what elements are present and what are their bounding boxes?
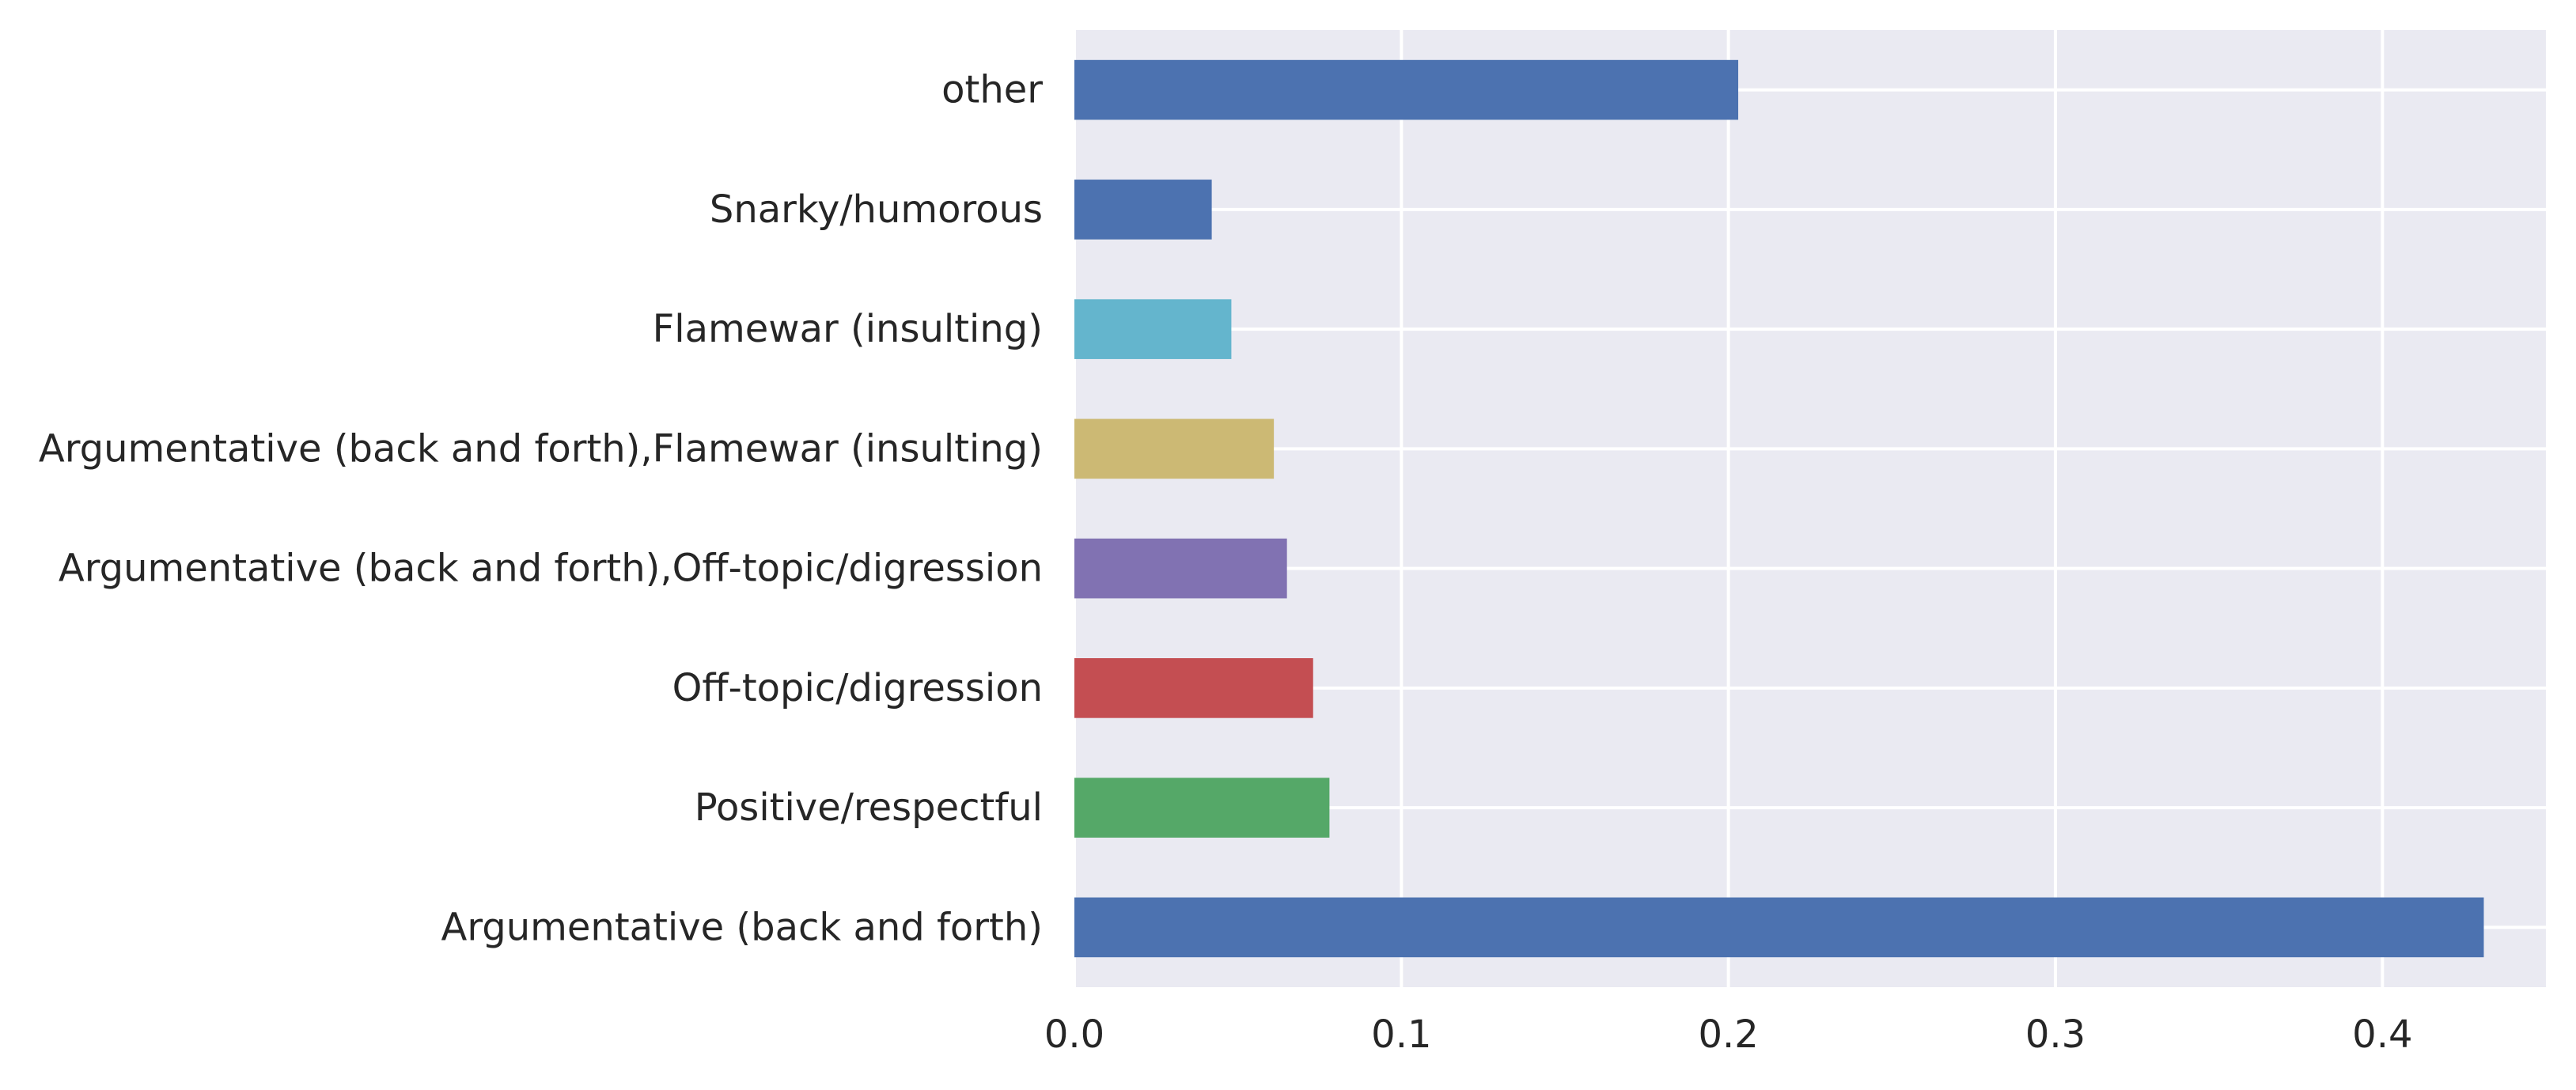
plot-area [1074,30,2546,987]
x-tick-label: 0.2 [1698,1012,1758,1057]
y-tick-label: Off-topic/digression [672,666,1043,710]
bar-0 [1074,897,2484,958]
y-tick-label: Snarky/humorous [710,187,1043,232]
bar-4 [1074,418,1275,479]
x-tick-label: 0.1 [1371,1012,1431,1057]
x-tick-labels: 0.0 0.1 0.2 0.3 0.4 [1044,1012,2413,1057]
y-tick-labels: Argumentative (back and forth) Positive/r… [39,68,1043,950]
y-tick-label: other [941,68,1043,112]
bar-7 [1074,59,1739,120]
bar-5 [1074,299,1232,359]
y-tick-label: Argumentative (back and forth),Flamewar … [39,426,1043,471]
y-tick-label: Positive/respectful [695,785,1043,830]
y-tick-label: Flamewar (insulting) [653,307,1043,351]
bar-2 [1074,658,1313,718]
bar-6 [1074,180,1212,240]
bar-1 [1074,778,1330,838]
x-tick-label: 0.3 [2025,1012,2085,1057]
x-tick-label: 0.0 [1044,1012,1104,1057]
bars [1074,59,2484,958]
y-tick-label: Argumentative (back and forth) [441,905,1044,949]
y-tick-label: Argumentative (back and forth),Off-topic… [59,547,1043,591]
bar-3 [1074,538,1287,599]
x-tick-label: 0.4 [2352,1012,2412,1057]
